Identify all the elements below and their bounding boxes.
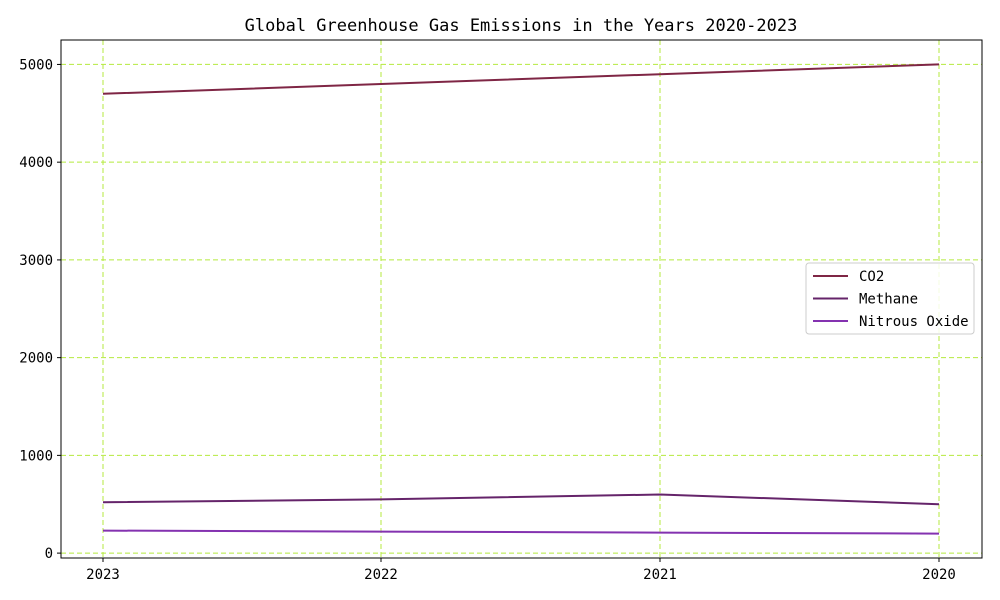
y-tick-label: 4000 [19, 155, 53, 171]
y-tick-label: 1000 [19, 448, 53, 464]
plot-frame [60, 39, 983, 559]
y-tick-label: 0 [45, 546, 53, 562]
x-tick-label: 2021 [643, 567, 677, 583]
x-tick-label: 2023 [86, 567, 120, 583]
series-line-methane [102, 493, 940, 506]
legend-box [805, 262, 975, 335]
legend: CO2 Methane Nitrous Oxide [805, 262, 975, 335]
y-tick-label: 2000 [19, 351, 53, 367]
series-line-nitrous-oxide [102, 529, 940, 535]
axes: 2023 2022 2021 2020 0 1000 2000 3000 4000 5000 [19, 57, 956, 583]
y-tick-label: 5000 [19, 57, 53, 73]
chart-title: Global Greenhouse Gas Emissions in the Y… [245, 16, 798, 36]
series-line-co2 [102, 63, 940, 95]
y-tick-label: 3000 [19, 253, 53, 269]
legend-label: Nitrous Oxide [859, 314, 969, 330]
legend-label: CO2 [859, 269, 884, 285]
x-tick-label: 2022 [364, 567, 398, 583]
x-tick-label: 2020 [922, 567, 956, 583]
series-lines [102, 63, 940, 535]
legend-label: Methane [859, 292, 918, 308]
